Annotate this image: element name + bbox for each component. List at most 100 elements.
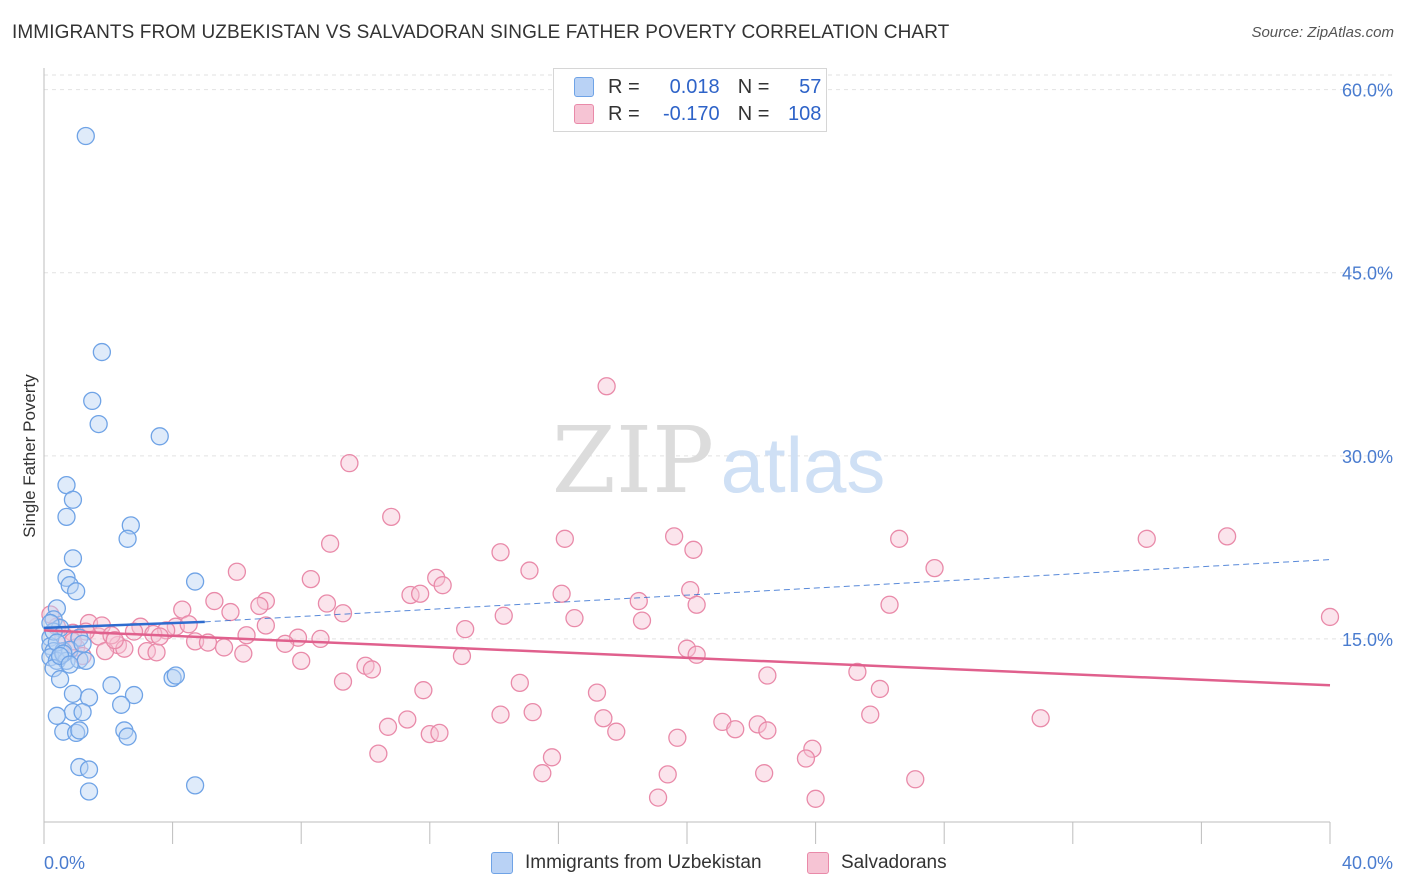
salvadoran-point bbox=[684, 540, 703, 559]
legend-swatch-blue bbox=[574, 77, 594, 97]
legend-r-value: -0.170 bbox=[662, 102, 720, 125]
uzbekistan-trend-extension bbox=[204, 559, 1331, 623]
salvadoran-point bbox=[806, 789, 825, 808]
salvadoran-point bbox=[594, 709, 613, 728]
salvadoran-point bbox=[533, 764, 552, 783]
salvadoran-point bbox=[137, 641, 157, 661]
salvadoran-point bbox=[452, 646, 472, 666]
uzbekistan-point bbox=[121, 516, 140, 535]
uzbekistan-point bbox=[79, 760, 99, 779]
salvadoran-point bbox=[597, 377, 616, 396]
legend-n-label: N = bbox=[737, 102, 770, 125]
bottom-legend-swatch-pink bbox=[807, 852, 829, 874]
salvadoran-point bbox=[433, 576, 452, 595]
salvadoran-point bbox=[340, 453, 359, 473]
salvadoran-point bbox=[320, 534, 340, 553]
salvadoran-point bbox=[664, 527, 684, 546]
salvadoran-point bbox=[1217, 527, 1237, 546]
x-tick-max: 40.0% bbox=[1342, 853, 1393, 873]
uzbekistan-point bbox=[83, 391, 102, 411]
salvadoran-point bbox=[520, 561, 539, 580]
salvadoran-point bbox=[491, 543, 510, 562]
salvadoran-point bbox=[629, 591, 648, 611]
bottom-legend-label-uzbekistan: Immigrants from Uzbekistan bbox=[525, 852, 762, 873]
salvadoran-point bbox=[890, 529, 909, 548]
uzbekistan-point bbox=[118, 529, 137, 548]
uzbekistan-point bbox=[67, 582, 86, 601]
salvadorans-points bbox=[41, 377, 1340, 808]
uzbekistan-point bbox=[79, 782, 99, 801]
watermark: ZIP atlas bbox=[552, 407, 885, 514]
uzbekistan-point bbox=[89, 414, 108, 434]
uzbekistan-point bbox=[102, 676, 121, 695]
legend-n-label: N = bbox=[737, 75, 770, 98]
legend-r-value: 0.018 bbox=[669, 75, 720, 98]
salvadoran-point bbox=[414, 681, 433, 700]
uzbekistan-point bbox=[63, 549, 83, 568]
legend-r-label: R = bbox=[608, 102, 640, 125]
salvadoran-point bbox=[925, 558, 944, 578]
uzbekistan-point bbox=[112, 695, 131, 714]
salvadoran-point bbox=[398, 710, 417, 729]
uzbekistan-point bbox=[76, 126, 95, 146]
salvadoran-point bbox=[542, 748, 562, 767]
uzbekistan-point bbox=[166, 666, 185, 685]
salvadoran-point bbox=[214, 638, 234, 657]
salvadoran-point bbox=[587, 683, 607, 702]
salvadoran-point bbox=[523, 702, 542, 722]
salvadoran-point bbox=[607, 722, 626, 741]
salvadoran-point bbox=[382, 507, 401, 527]
uzbekistan-point bbox=[73, 702, 92, 722]
salvadoran-point bbox=[411, 584, 430, 603]
salvadoran-point bbox=[105, 630, 124, 650]
salvadoran-point bbox=[555, 529, 574, 548]
salvadoran-point bbox=[430, 723, 449, 743]
uzbekistan-point bbox=[67, 723, 86, 743]
salvadoran-point bbox=[1320, 607, 1340, 627]
salvadoran-point bbox=[179, 615, 198, 634]
legend-row-uzbekistan: R = 0.018 N = 57 bbox=[574, 75, 821, 99]
salvadoran-point bbox=[311, 629, 330, 649]
bottom-legend-label-salvadorans: Salvadorans bbox=[841, 852, 947, 873]
salvadoran-point bbox=[333, 604, 353, 623]
salvadoran-point bbox=[758, 721, 777, 740]
legend-row-salvadorans: R = -0.170 N = 108 bbox=[574, 102, 821, 126]
watermark-zip: ZIP bbox=[552, 407, 714, 514]
source-label: Source: ZipAtlas.com bbox=[1251, 24, 1394, 41]
uzbekistan-point bbox=[73, 634, 92, 653]
x-tick-min: 0.0% bbox=[44, 853, 85, 873]
salvadoran-point bbox=[552, 584, 571, 603]
salvadoran-point bbox=[147, 643, 166, 662]
salvadoran-point bbox=[861, 705, 880, 724]
bottom-legend-salvadorans: Salvadorans bbox=[807, 852, 947, 874]
uzbekistan-point bbox=[150, 427, 169, 446]
salvadoran-point bbox=[687, 595, 706, 614]
uzbekistan-point bbox=[70, 721, 89, 740]
uzbekistan-point bbox=[54, 644, 73, 663]
watermark-atlas: atlas bbox=[721, 421, 886, 509]
salvadoran-point bbox=[333, 672, 353, 691]
salvadoran-point bbox=[870, 679, 890, 699]
salvadoran-point bbox=[427, 568, 446, 588]
salvadoran-point bbox=[256, 616, 275, 635]
grid bbox=[44, 74, 1393, 640]
uzbekistan-point bbox=[92, 342, 112, 362]
y-tick-label: 30.0% bbox=[1342, 447, 1393, 467]
salvadoran-point bbox=[401, 585, 420, 605]
uzbekistan-point bbox=[60, 655, 79, 674]
salvadoran-point bbox=[748, 715, 767, 734]
legend-r-label: R = bbox=[608, 75, 640, 98]
salvadoran-point bbox=[362, 660, 382, 679]
salvadoran-point bbox=[880, 595, 899, 614]
salvadoran-point bbox=[668, 728, 687, 747]
salvadoran-point bbox=[369, 744, 388, 763]
salvadoran-point bbox=[250, 596, 269, 616]
salvadoran-point bbox=[420, 724, 439, 744]
salvadoran-point bbox=[632, 611, 652, 630]
trend-lines bbox=[43, 559, 1331, 687]
salvadoran-point bbox=[221, 602, 240, 622]
salvadoran-point bbox=[227, 562, 247, 581]
uzbekistan-trend-line bbox=[43, 620, 205, 630]
uzbekistan-point bbox=[124, 685, 144, 705]
